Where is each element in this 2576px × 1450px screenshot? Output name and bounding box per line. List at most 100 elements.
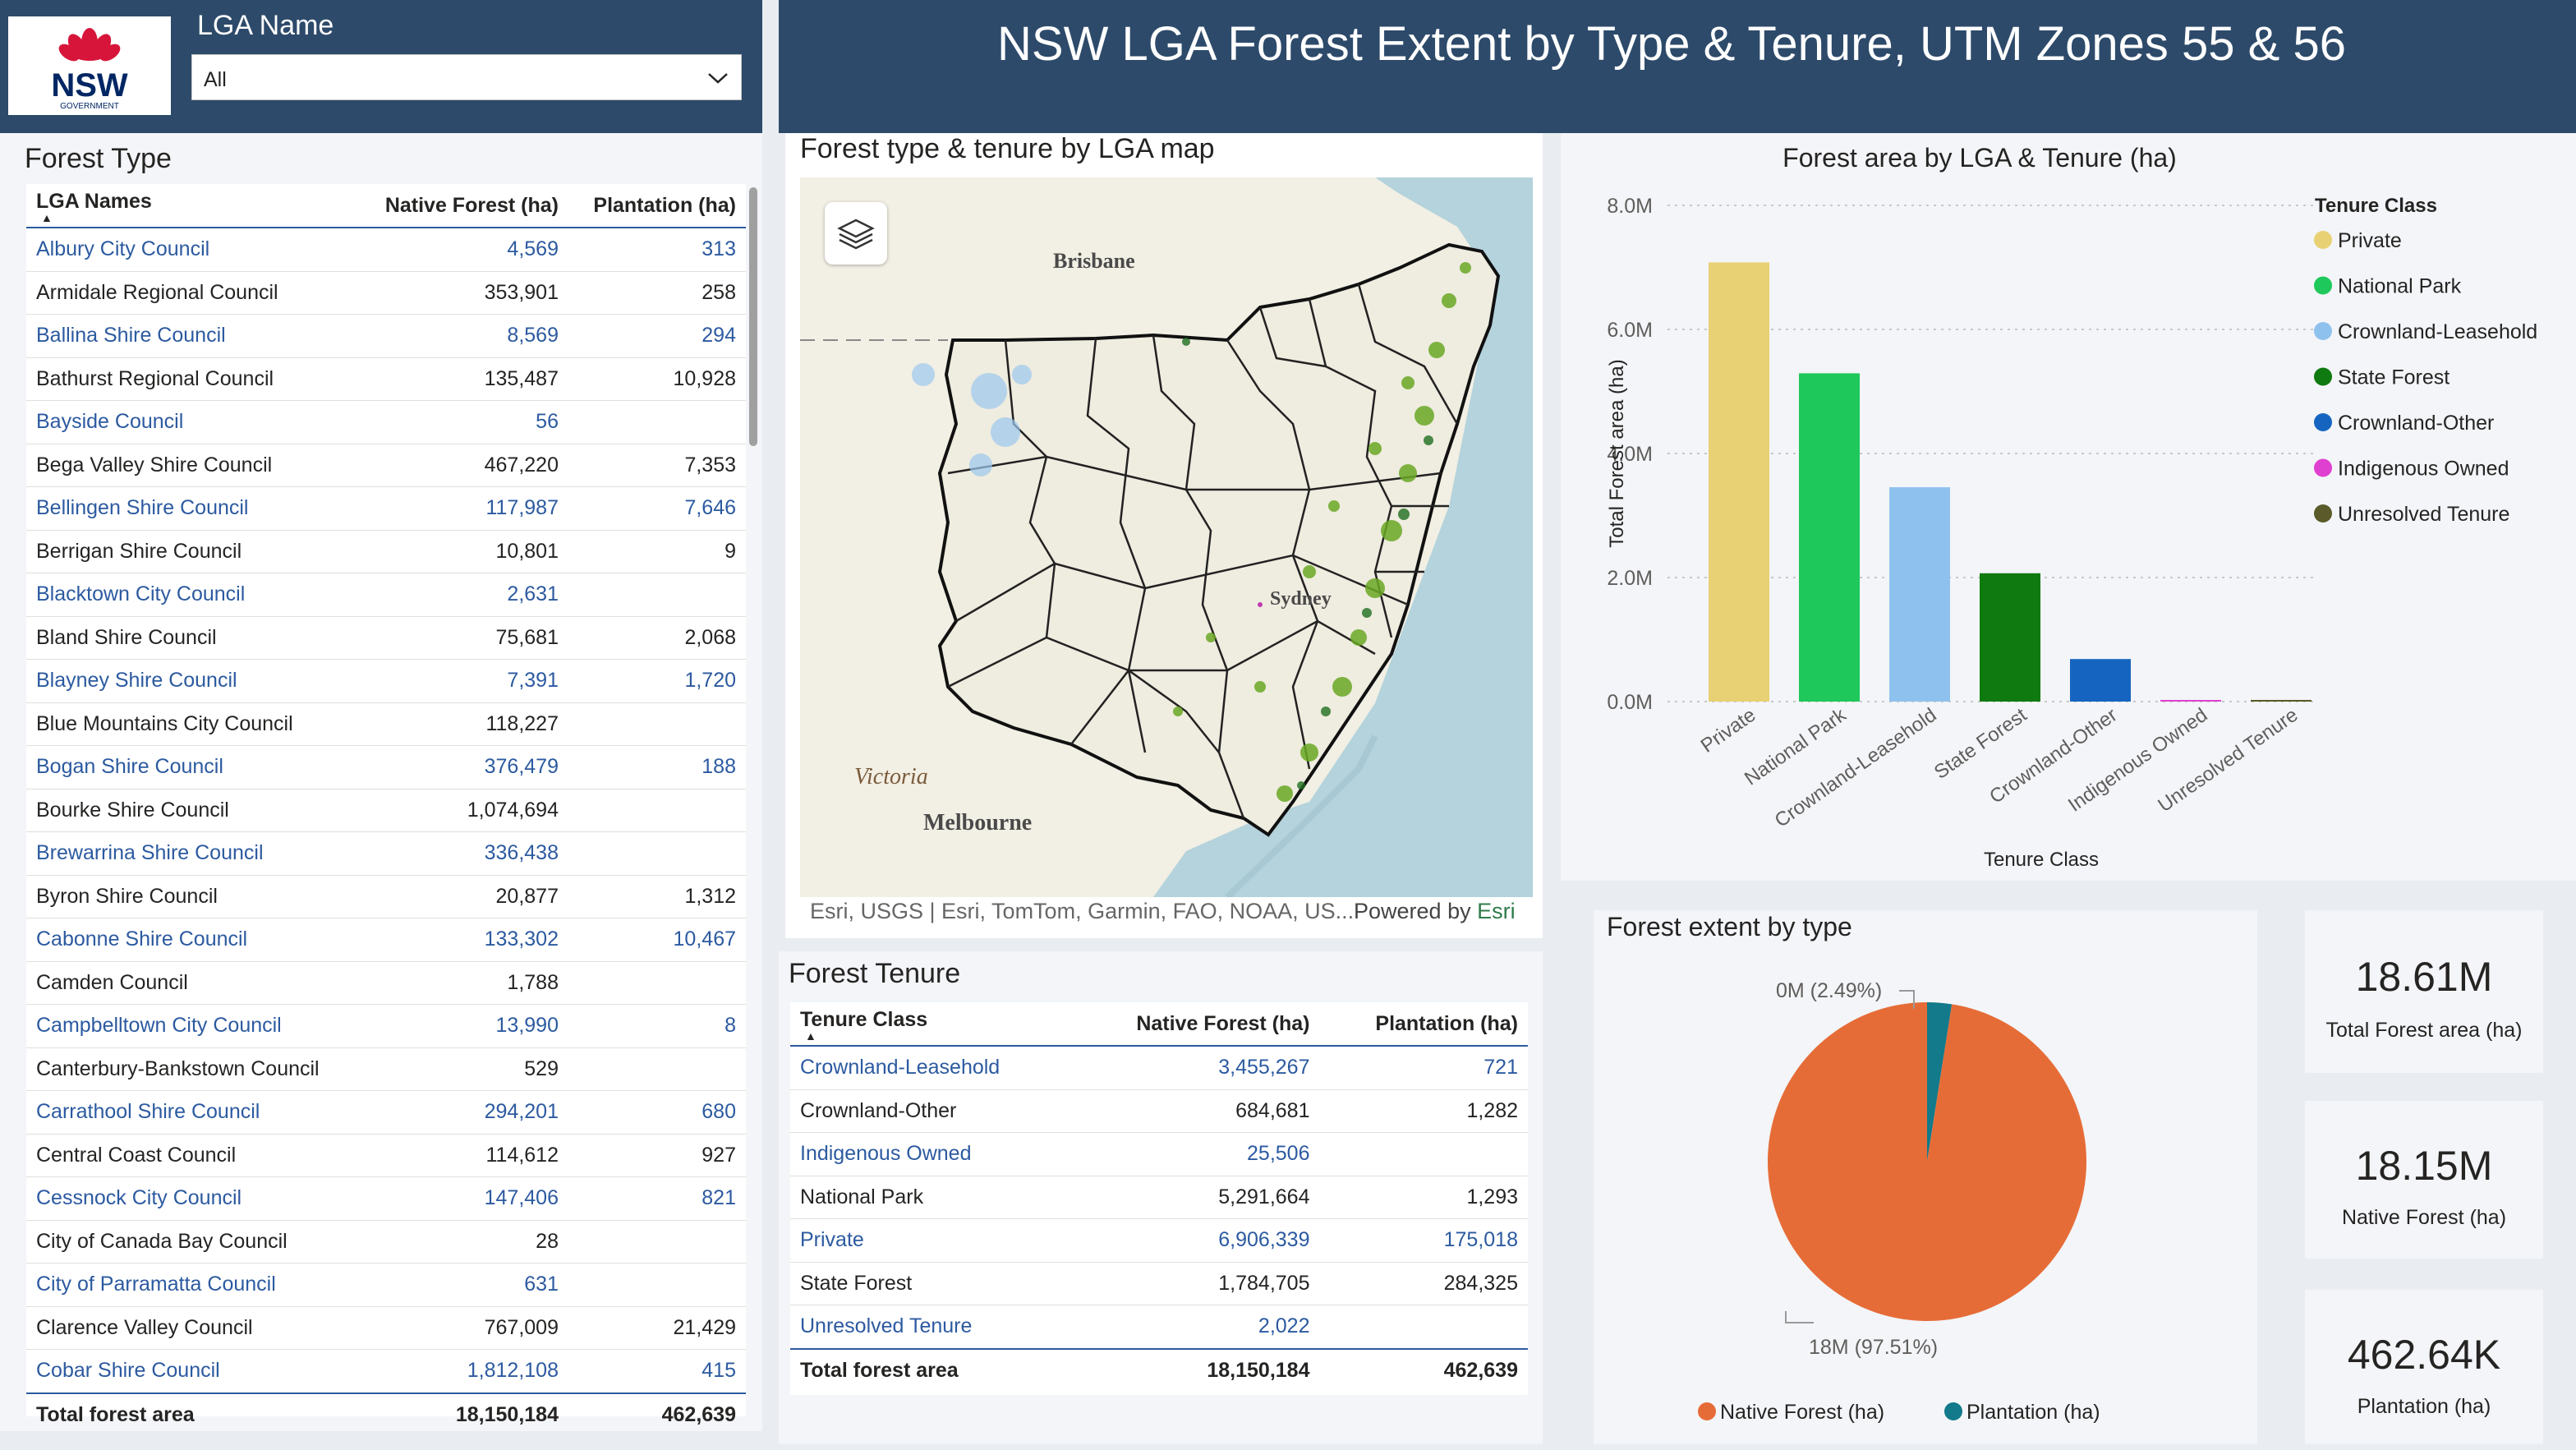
native-forest-cell: 8,569 — [356, 314, 568, 358]
table-row[interactable]: Camden Council 1,788 — [26, 961, 746, 1005]
lga-filter-dropdown[interactable]: All — [191, 54, 742, 100]
total-plantation-cell: 462,639 — [568, 1392, 746, 1436]
map-attribution: Esri, USGS | Esri, TomTom, Garmin, FAO, … — [810, 899, 1355, 923]
table-row[interactable]: Bega Valley Shire Council 467,220 7,353 — [26, 444, 746, 487]
table-row[interactable]: National Park 5,291,664 1,293 — [790, 1176, 1528, 1219]
legend-item[interactable]: Crownland-Other — [2338, 412, 2494, 435]
legend-item[interactable]: Indigenous Owned — [2338, 458, 2509, 481]
legend-swatch — [1944, 1402, 1962, 1420]
legend-item[interactable]: National Park — [2338, 275, 2462, 298]
table-row[interactable]: Cessnock City Council 147,406 821 — [26, 1176, 746, 1221]
col-header-tenure-class[interactable]: Tenure Class ▲ — [790, 1002, 1072, 1046]
plantation-cell — [568, 573, 746, 617]
table-row[interactable]: Cobar Shire Council 1,812,108 415 — [26, 1349, 746, 1393]
col-header-native-forest[interactable]: Native Forest (ha) — [384, 193, 559, 217]
table-row[interactable]: Blacktown City Council 2,631 — [26, 573, 746, 617]
pie-chart-title: Forest extent by type — [1607, 912, 1852, 941]
table-row[interactable]: City of Canada Bay Council 28 — [26, 1220, 746, 1264]
bar-state-forest[interactable] — [1980, 573, 2040, 702]
pie-label-native: 18M (97.51%) — [1809, 1336, 1938, 1359]
table-row[interactable]: City of Parramatta Council 631 — [26, 1263, 746, 1307]
legend-item-plantation[interactable]: Plantation (ha) — [1966, 1401, 2100, 1424]
bar-crownland-leasehold[interactable] — [1889, 487, 1950, 702]
layers-button[interactable] — [825, 202, 887, 265]
bar-national-park[interactable] — [1799, 373, 1860, 702]
table-row[interactable]: Unresolved Tenure 2,022 — [790, 1305, 1528, 1349]
table-row[interactable]: Brewarrina Shire Council 336,438 — [26, 831, 746, 876]
plantation-cell: 188 — [568, 745, 746, 789]
powered-by-esri[interactable]: Powered by Esri — [1354, 899, 1516, 924]
row-name-cell: Berrigan Shire Council — [26, 530, 357, 573]
bar-unresolved-tenure[interactable] — [2251, 700, 2312, 702]
bar-chart[interactable]: 0.0M 2.0M 4.0M 6.0M 8.0M Total Forest area (h… — [1561, 133, 2576, 881]
native-forest-cell: 20,877 — [356, 875, 568, 918]
table-scrollbar[interactable] — [749, 187, 757, 446]
table-row[interactable]: Armidale Regional Council 353,901 258 — [26, 271, 746, 315]
plantation-cell: 7,353 — [568, 444, 746, 487]
table-row[interactable]: Albury City Council 4,569 313 — [26, 228, 746, 272]
native-forest-cell: 631 — [356, 1263, 568, 1307]
table-row[interactable]: Crownland-Leasehold 3,455,267 721 — [790, 1046, 1528, 1090]
table-row[interactable]: Carrathool Shire Council 294,201 680 — [26, 1090, 746, 1135]
legend-item[interactable]: Private — [2338, 229, 2402, 252]
legend-item[interactable]: State Forest — [2338, 366, 2450, 389]
bar-indigenous-owned[interactable] — [2160, 700, 2221, 702]
table-row[interactable]: Berrigan Shire Council 10,801 9 — [26, 530, 746, 573]
bar-chart-title: Forest area by LGA & Tenure (ha) — [1782, 143, 2177, 173]
total-row: Total forest area 18,150,184 462,639 — [790, 1347, 1528, 1392]
esri-link[interactable]: Esri — [1477, 899, 1516, 923]
legend-item[interactable]: Unresolved Tenure — [2338, 503, 2509, 526]
table-row[interactable]: Bourke Shire Council 1,074,694 — [26, 789, 746, 832]
table-row[interactable]: Campbelltown City Council 13,990 8 — [26, 1004, 746, 1048]
plantation-cell: 1,720 — [568, 659, 746, 703]
plantation-cell: 927 — [568, 1134, 746, 1177]
col-header-native-forest[interactable]: Native Forest (ha) — [1136, 1011, 1310, 1035]
total-native-cell: 18,150,184 — [356, 1392, 568, 1436]
table-row[interactable]: Bogan Shire Council 376,479 188 — [26, 745, 746, 789]
plantation-cell: 9 — [568, 530, 746, 573]
native-forest-cell: 10,801 — [356, 530, 568, 573]
col-header-lga-names[interactable]: LGA Names ▲ — [26, 184, 357, 228]
col-header-plantation[interactable]: Plantation (ha) — [1375, 1011, 1518, 1035]
bar-crownland-other[interactable] — [2070, 659, 2131, 702]
native-forest-cell: 114,612 — [356, 1134, 568, 1177]
chevron-down-icon — [708, 73, 728, 84]
table-row[interactable]: Blue Mountains City Council 118,227 — [26, 702, 746, 746]
table-row[interactable]: Bathurst Regional Council 135,487 10,928 — [26, 357, 746, 401]
native-forest-cell: 294,201 — [356, 1090, 568, 1135]
waratah-icon — [58, 28, 121, 62]
table-row[interactable]: Blayney Shire Council 7,391 1,720 — [26, 659, 746, 703]
native-forest-cell: 3,455,267 — [1071, 1046, 1320, 1090]
map-canvas[interactable]: Brisbane Sydney Victoria Melbourne — [800, 177, 1533, 897]
plantation-cell: 721 — [1319, 1046, 1528, 1090]
table-row[interactable]: Central Coast Council 114,612 927 — [26, 1134, 746, 1177]
forest-map[interactable]: Brisbane Sydney Victoria Melbourne — [800, 177, 1533, 897]
col-header-plantation[interactable]: Plantation (ha) — [593, 193, 736, 217]
legend-item[interactable]: Crownland-Leasehold — [2338, 320, 2537, 343]
row-name-cell: Blayney Shire Council — [26, 659, 357, 703]
table-row[interactable]: Cabonne Shire Council 133,302 10,467 — [26, 918, 746, 962]
row-name-cell: Bathurst Regional Council — [26, 357, 357, 401]
kpi-plantation-value: 462.64K — [2347, 1332, 2501, 1378]
pie-slice-native-forest[interactable] — [1768, 1002, 2086, 1321]
table-row[interactable]: Clarence Valley Council 767,009 21,429 — [26, 1306, 746, 1350]
table-row[interactable]: Ballina Shire Council 8,569 294 — [26, 314, 746, 358]
table-row[interactable]: Bland Shire Council 75,681 2,068 — [26, 616, 746, 660]
pie-slice-plantation[interactable] — [1927, 1002, 1953, 1162]
table-row[interactable]: Indigenous Owned 25,506 — [790, 1132, 1528, 1176]
legend-swatch — [1698, 1402, 1716, 1420]
forest-tenure-title: Forest Tenure — [789, 958, 961, 989]
row-name-cell: Cabonne Shire Council — [26, 918, 357, 962]
table-row[interactable]: Bayside Council 56 — [26, 400, 746, 444]
table-row[interactable]: Byron Shire Council 20,877 1,312 — [26, 875, 746, 918]
bar-private[interactable] — [1709, 262, 1769, 702]
legend-item-native[interactable]: Native Forest (ha) — [1720, 1401, 1884, 1424]
table-row[interactable]: Crownland-Other 684,681 1,282 — [790, 1089, 1528, 1133]
table-row[interactable]: State Forest 1,784,705 284,325 — [790, 1262, 1528, 1305]
table-row[interactable]: Bellingen Shire Council 117,987 7,646 — [26, 486, 746, 531]
y-tick-label: 6.0M — [1607, 319, 1653, 342]
table-row[interactable]: Canterbury-Bankstown Council 529 — [26, 1047, 746, 1091]
kpi-plantation-label: Plantation (ha) — [2357, 1395, 2491, 1418]
pie-chart[interactable]: 0M (2.49%) 18M (97.51%) Native Forest (ha)… — [1594, 910, 2257, 1444]
table-row[interactable]: Private 6,906,339 175,018 — [790, 1218, 1528, 1263]
